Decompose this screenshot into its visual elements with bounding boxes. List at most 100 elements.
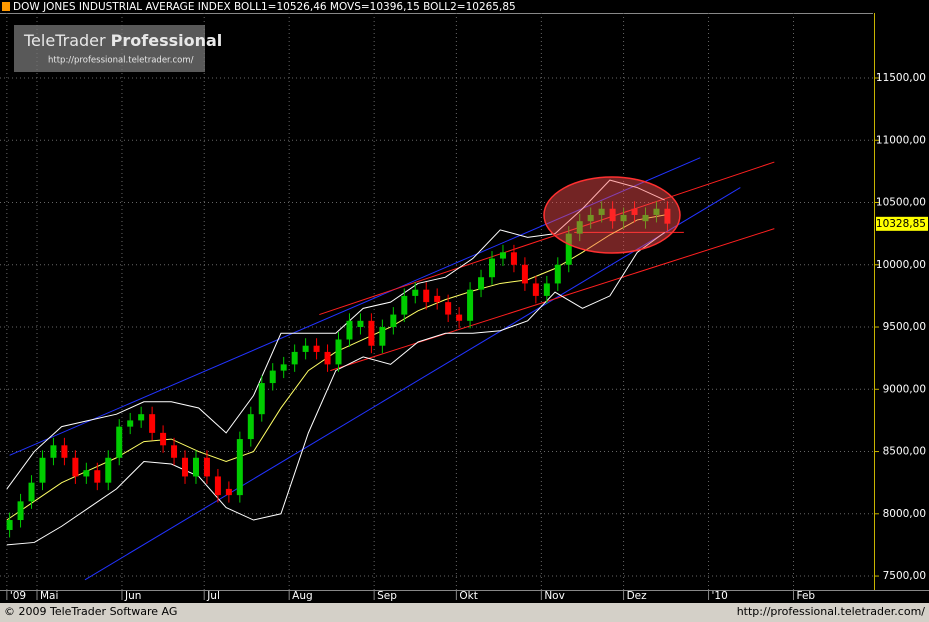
candle-body: [61, 445, 68, 458]
candle-body: [160, 432, 167, 446]
candle-body: [291, 351, 298, 365]
candle-body: [467, 289, 474, 321]
candle-body: [598, 208, 605, 215]
candle-body: [412, 289, 419, 296]
last-price-box: [876, 216, 928, 231]
candle-body: [609, 208, 616, 222]
logo-brand: TeleTrader: [23, 31, 106, 50]
candle-body: [116, 426, 123, 458]
x-tick-label: Jun: [124, 590, 141, 602]
candle-body: [247, 414, 254, 440]
candle-body: [489, 258, 496, 278]
candle-body: [642, 214, 649, 222]
y-tick-label: 9500,00: [883, 321, 926, 333]
logo-product: Professional: [111, 31, 223, 50]
candle-body: [445, 302, 452, 315]
candle-body: [357, 320, 364, 328]
candle-body: [182, 457, 189, 477]
candle-body: [631, 208, 638, 215]
candle-body: [335, 339, 342, 365]
candle-body: [192, 457, 199, 477]
trend-line: [319, 161, 775, 316]
candle-body: [653, 208, 660, 215]
candle-body: [499, 252, 506, 259]
x-tick-label: '10: [712, 590, 728, 602]
y-tick-label: 9000,00: [883, 383, 926, 395]
candle-body: [138, 414, 145, 421]
candle-body: [269, 370, 276, 384]
trend-line: [9, 157, 701, 456]
candle-body: [83, 470, 90, 477]
x-tick-label: Aug: [292, 590, 313, 602]
candle-body: [203, 457, 210, 477]
candle-body: [17, 501, 24, 521]
candle-body: [105, 457, 112, 483]
candle-body: [258, 383, 265, 415]
band-line: [6, 179, 665, 490]
footer-copyright: © 2009 TeleTrader Software AG: [4, 605, 177, 618]
title-icon: [2, 2, 10, 11]
candle-body: [214, 476, 221, 496]
candle-body: [324, 351, 331, 365]
x-tick-label: Nov: [544, 590, 565, 602]
candle-body: [565, 233, 572, 265]
candle-body: [554, 264, 561, 284]
x-tick-label: Feb: [797, 590, 816, 602]
candle-body: [620, 214, 627, 222]
candle-body: [236, 439, 243, 496]
candle-body: [368, 320, 375, 346]
candle-body: [313, 345, 320, 352]
footer: [0, 603, 929, 622]
candle-body: [521, 264, 528, 284]
candle-body: [576, 221, 583, 234]
trend-line: [84, 187, 741, 581]
y-tick-label: 10000,00: [876, 259, 926, 271]
candle-body: [587, 214, 594, 222]
x-tick-label: Okt: [459, 590, 477, 602]
y-tick-label: 10500,00: [876, 197, 926, 209]
band-line: [6, 231, 665, 546]
candle-body: [94, 470, 101, 483]
candle-body: [478, 277, 485, 290]
y-tick-label: 8000,00: [883, 508, 926, 520]
candle-body: [50, 445, 57, 458]
x-tick-label: Dez: [627, 590, 648, 602]
candle-body: [127, 420, 134, 427]
candle-body: [28, 482, 35, 502]
candle-body: [346, 320, 353, 340]
candle-body: [510, 252, 517, 265]
x-tick-label: Jul: [206, 590, 220, 602]
x-tick-label: '09: [10, 590, 26, 602]
candle-body: [664, 208, 671, 224]
y-tick-label: 7500,00: [883, 570, 926, 582]
candle-body: [532, 283, 539, 296]
candle-body: [379, 327, 386, 346]
candle-body: [280, 364, 287, 371]
candle-body: [149, 414, 156, 433]
trend-line: [330, 228, 775, 372]
chart-title: DOW JONES INDUSTRIAL AVERAGE INDEX BOLL1…: [13, 1, 516, 13]
y-tick-label: 11500,00: [876, 72, 926, 84]
candle-body: [543, 283, 550, 296]
last-price-label: 10328,85: [876, 218, 926, 230]
logo: TeleTrader Professional: [23, 31, 222, 50]
candle-body: [225, 488, 232, 496]
logo-url: http://professional.teletrader.com/: [48, 56, 194, 66]
candle-body: [434, 295, 441, 303]
candle-body: [171, 445, 178, 458]
logo-box: [14, 25, 205, 72]
candle-body: [39, 457, 46, 483]
candle-body: [72, 457, 79, 477]
candle-body: [401, 295, 408, 315]
x-tick-label: Sep: [377, 590, 397, 602]
x-tick-label: Mai: [40, 590, 58, 602]
footer-url: http://professional.teletrader.com/: [737, 605, 926, 618]
candle-body: [456, 314, 463, 321]
candle-body: [302, 345, 309, 352]
y-tick-label: 8500,00: [883, 446, 926, 458]
candle-body: [390, 314, 397, 328]
highlight-ellipse: [543, 176, 681, 254]
candle-body: [6, 520, 13, 530]
